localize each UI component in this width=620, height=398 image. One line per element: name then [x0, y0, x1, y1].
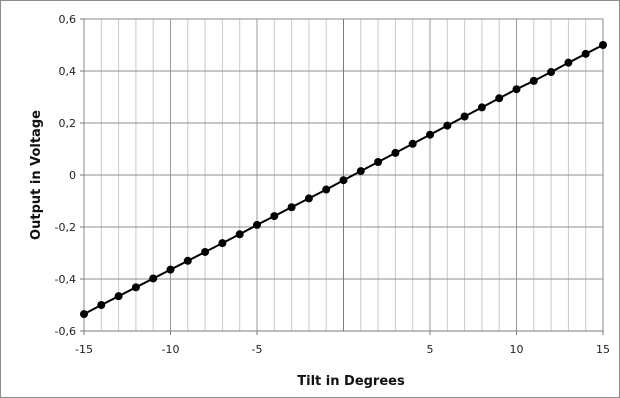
data-point — [322, 185, 331, 194]
x-tick-label: 10 — [510, 343, 524, 356]
axes — [80, 18, 604, 335]
data-point — [581, 49, 590, 58]
data-point — [270, 212, 279, 221]
data-point — [339, 176, 348, 185]
data-point — [564, 58, 573, 67]
data-point — [477, 103, 486, 112]
data-point — [443, 121, 452, 130]
y-axis-title: Output in Voltage — [29, 110, 44, 240]
data-point — [356, 167, 365, 176]
y-tick-label: -0,4 — [55, 273, 76, 286]
data-point — [253, 220, 261, 229]
data-point — [218, 239, 227, 248]
y-tick-label: 0,6 — [59, 13, 77, 26]
data-point — [287, 203, 296, 212]
data-point — [460, 112, 469, 121]
data-point — [547, 68, 556, 77]
data-point — [201, 247, 210, 256]
x-axis-title: Tilt in Degrees — [297, 374, 405, 389]
data-point — [166, 265, 175, 274]
data-point — [408, 139, 417, 148]
data-point — [391, 148, 400, 157]
data-point — [80, 310, 88, 319]
tick-labels: -0,6 -0,4 -0,2 0 0,2 0,4 0,6 -15 -10 -5 5 10 15 — [55, 13, 610, 356]
x-tick-label: -10 — [162, 343, 180, 356]
data-point — [495, 94, 504, 103]
y-tick-label: -0,2 — [55, 221, 76, 234]
x-tick-label: 5 — [427, 343, 434, 356]
data-point — [97, 301, 106, 309]
data-point — [599, 41, 607, 49]
y-tick-label: 0 — [69, 169, 76, 182]
data-point — [235, 230, 244, 239]
y-tick-label: -0,6 — [55, 325, 76, 338]
x-tick-label: -15 — [75, 343, 93, 356]
x-tick-label: -5 — [252, 343, 263, 356]
data-point — [426, 130, 434, 139]
data-point — [183, 256, 192, 265]
x-tick-label: 15 — [596, 343, 610, 356]
series-layer — [80, 41, 607, 319]
data-point — [304, 194, 313, 203]
data-point — [114, 292, 123, 301]
data-point — [149, 274, 158, 283]
y-tick-label: 0,4 — [59, 65, 77, 78]
data-point — [512, 85, 521, 94]
data-point — [131, 283, 140, 292]
data-point — [529, 76, 538, 85]
data-point — [374, 158, 383, 166]
y-tick-label: 0,2 — [59, 117, 77, 130]
